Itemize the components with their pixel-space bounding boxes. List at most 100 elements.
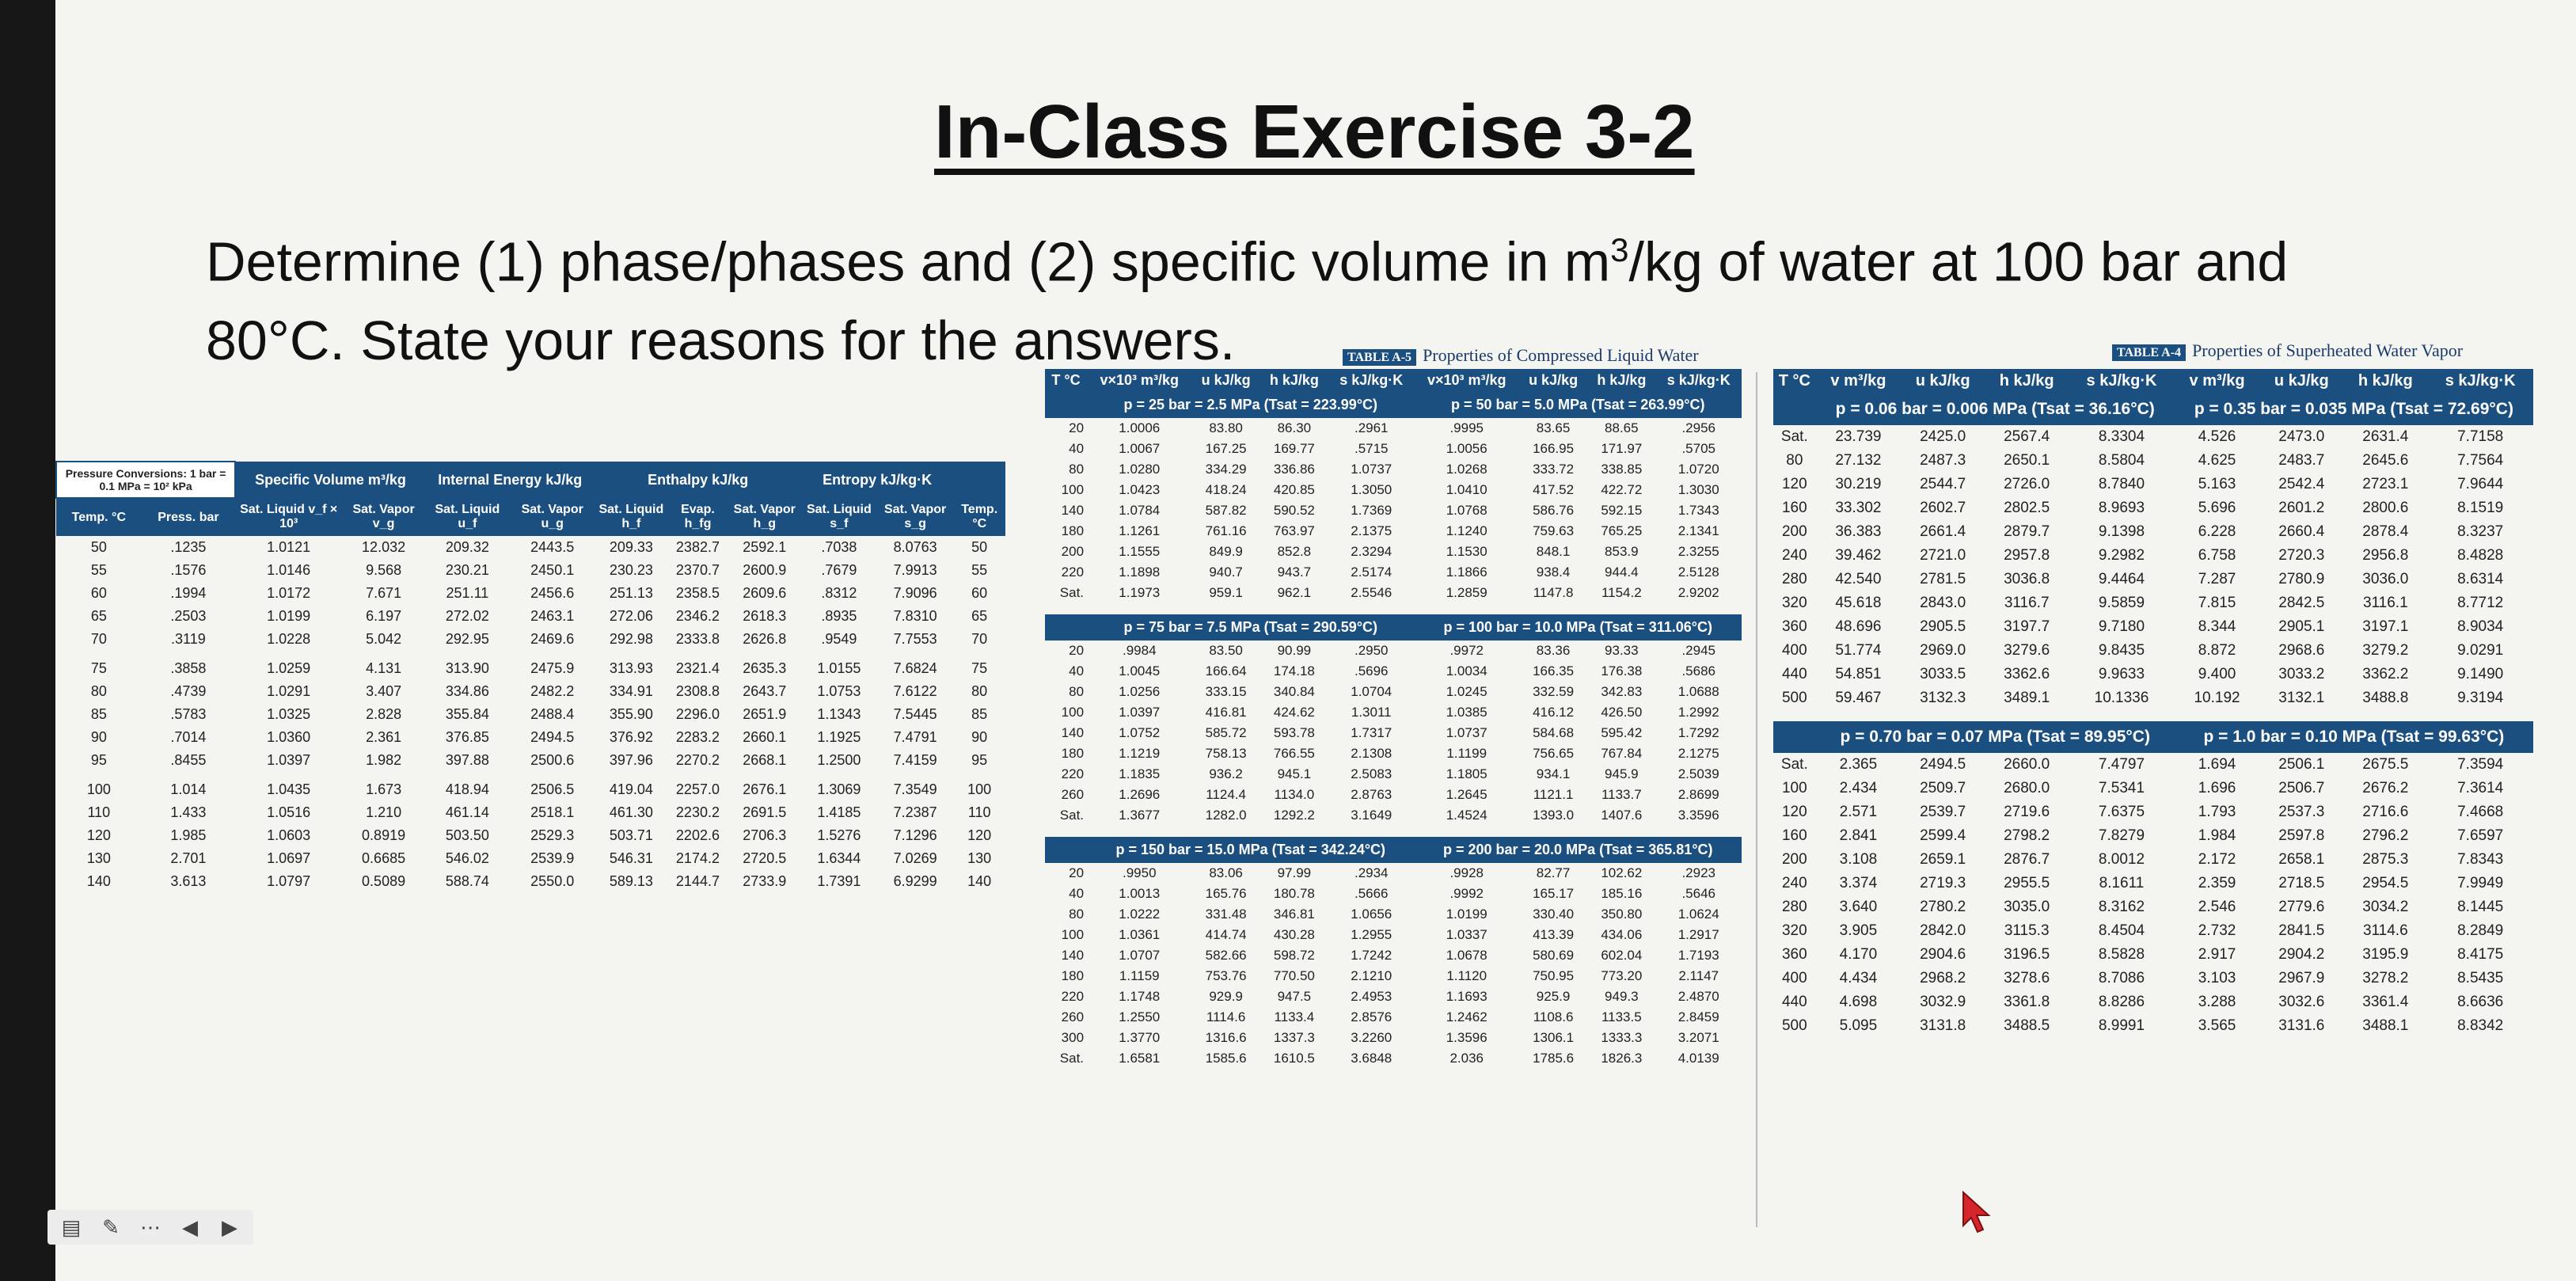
- table-cell: 1.0752: [1119, 725, 1161, 740]
- table-cell: 200: [1781, 523, 1807, 540]
- table-row: 140 1.0752 585.72 593.78 1.7317 1.0737 584.68 5…: [1045, 723, 1742, 743]
- table-cell: 1.982: [366, 752, 402, 768]
- table-row: 200 1.1555 849.9 852.8 2.3294 1.1530 848.1 853.…: [1045, 542, 1742, 562]
- table-cell: .3858: [170, 660, 207, 676]
- table-cell: 50: [90, 539, 107, 555]
- table-cell: 2529.3: [530, 827, 575, 843]
- table-cell: 1.3677: [1119, 808, 1161, 823]
- table-cell: 8.8342: [2457, 1017, 2504, 1034]
- pointer-icon[interactable]: ▤: [61, 1214, 82, 1239]
- table-cell: 51.774: [1835, 642, 1882, 659]
- table-cell: .9928: [1449, 865, 1484, 880]
- table-cell: 60: [90, 585, 107, 601]
- table-cell: 85: [90, 706, 107, 722]
- table-cell: 333.72: [1533, 462, 1575, 477]
- table-cell: 416.81: [1205, 705, 1247, 720]
- table-cell: 8.7712: [2457, 595, 2504, 611]
- table-row: 240 3.374 2719.3 2955.5 8.1611 2.359 2718.5 295…: [1773, 872, 2533, 895]
- table-cell: 2955.5: [2004, 875, 2050, 891]
- menu-icon[interactable]: ⋯: [140, 1214, 161, 1239]
- table-cell: 8.1611: [2099, 875, 2145, 891]
- table-cell: 93.33: [1605, 643, 1639, 658]
- table-cell: 2202.6: [675, 827, 720, 843]
- table-cell: 3.613: [170, 873, 207, 889]
- table-cell: 180: [1061, 968, 1085, 983]
- table-cell: 397.88: [445, 752, 489, 768]
- table-cell: 2346.2: [675, 608, 720, 624]
- table-cell: 3.3596: [1677, 808, 1719, 823]
- pressure-band-left: p = 25 bar = 2.5 MPa (Tsat = 223.99°C): [1087, 392, 1415, 418]
- table-cell: .9549: [821, 631, 857, 647]
- table-cell: 6.758: [2198, 547, 2236, 564]
- table-cell: 7.3614: [2457, 780, 2504, 796]
- table-cell: 2650.1: [2004, 452, 2050, 469]
- table-cell: 1.014: [170, 781, 207, 797]
- table-cell: 1.0737: [1351, 462, 1392, 477]
- table-cell: 761.16: [1205, 523, 1247, 538]
- table-cell: 1.1120: [1446, 968, 1487, 983]
- table-cell: .9984: [1122, 643, 1157, 658]
- table-cell: 8.4504: [2098, 922, 2145, 939]
- table-cell: 3361.4: [2362, 994, 2409, 1010]
- superheated-table-caption: TABLE A-4 Properties of Superheated Water…: [2112, 340, 2463, 361]
- slide-title: In-Class Exercise 3-2: [934, 89, 1695, 174]
- table-cell: 251.13: [609, 585, 653, 601]
- table-cell: 2174.2: [675, 850, 720, 866]
- table-cell: 2.359: [2198, 875, 2236, 891]
- table-cell: 546.31: [609, 850, 653, 866]
- question-text-c: 80°C. State your reasons for the answers…: [206, 310, 1236, 372]
- table-cell: 272.02: [445, 608, 489, 624]
- table-cell: 2.8459: [1677, 1009, 1719, 1024]
- pen-icon[interactable]: ✎: [102, 1214, 120, 1239]
- table-cell: 120: [1781, 804, 1807, 820]
- table-row: 500 5.095 3131.8 3488.5 8.9991 3.565 3131.6 348…: [1773, 1014, 2533, 1038]
- table-cell: 40: [1069, 663, 1085, 679]
- table-cell: 2488.4: [530, 706, 575, 722]
- table-cell: 765.25: [1601, 523, 1643, 538]
- table-cell: 853.9: [1605, 544, 1639, 559]
- table-cell: .5646: [1681, 886, 1715, 901]
- table-cell: .5696: [1354, 663, 1389, 679]
- table-cell: 2539.9: [530, 850, 575, 866]
- next-icon[interactable]: ▶: [222, 1214, 237, 1239]
- table-cell: 1.2500: [817, 752, 861, 768]
- table-cell: 1.0688: [1677, 684, 1719, 699]
- table-row: 260 1.2696 1124.4 1134.0 2.8763 1.2645 1121.1 1…: [1045, 785, 1742, 805]
- table-cell: 165.17: [1533, 886, 1575, 901]
- table-cell: Sat.: [1059, 808, 1085, 823]
- table-cell: 2875.3: [2362, 851, 2409, 868]
- table-cell: 2270.2: [675, 752, 720, 768]
- table-cell: 0.8919: [362, 827, 406, 843]
- table-cell: 3.2071: [1677, 1030, 1719, 1045]
- table-cell: 1.1530: [1446, 544, 1487, 559]
- table-cell: 938.4: [1536, 564, 1571, 580]
- table-cell: 230.21: [445, 562, 489, 578]
- spacer-cell: [1045, 826, 1742, 837]
- table-cell: 7.7158: [2457, 428, 2504, 445]
- table-cell: 220: [1061, 564, 1085, 580]
- table-cell: 400: [1781, 642, 1807, 659]
- prev-icon[interactable]: ◀: [182, 1214, 198, 1239]
- table-cell: 422.72: [1601, 482, 1643, 497]
- table-cell: 2969.0: [1920, 642, 1966, 659]
- table-row: 80 1.0256 333.15 340.84 1.0704 1.0245 332.59 34…: [1045, 682, 1742, 702]
- table-cell: .2956: [1681, 420, 1715, 435]
- table-cell: 3488.5: [2004, 1017, 2050, 1034]
- table-cell: 342.83: [1601, 684, 1643, 699]
- table-cell: 174.18: [1273, 663, 1315, 679]
- table-cell: 80: [90, 683, 107, 699]
- table-row: 240 39.462 2721.0 2957.8 9.2982 6.758 2720.3 29…: [1773, 544, 2533, 568]
- table-cell: 42.540: [1835, 571, 1882, 587]
- table-cell: .2503: [170, 608, 207, 624]
- table-cell: 20: [1069, 420, 1085, 435]
- table-cell: 1134.0: [1274, 787, 1315, 802]
- table-cell: 140: [86, 873, 111, 889]
- table-cell: 1.1805: [1446, 766, 1487, 781]
- table-cell: 2518.1: [530, 804, 575, 820]
- table-cell: 2450.1: [530, 562, 575, 578]
- table-cell: 80: [971, 683, 988, 699]
- table-cell: 3033.5: [1920, 666, 1966, 682]
- table-cell: 2308.8: [675, 683, 720, 699]
- table-cell: 240: [1781, 875, 1807, 891]
- table-row: 400 51.774 2969.0 3279.6 9.8435 8.872 2968.6 32…: [1773, 639, 2533, 663]
